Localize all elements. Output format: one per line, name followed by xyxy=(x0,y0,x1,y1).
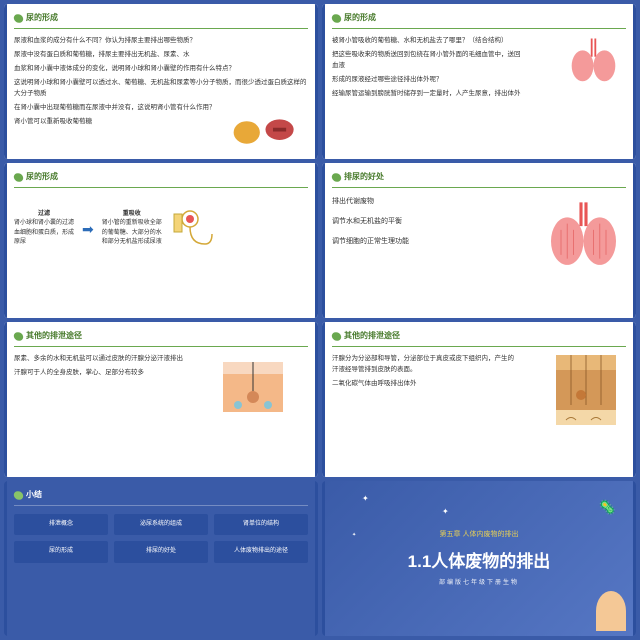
summary-box: 人体废物排出的途径 xyxy=(214,541,308,563)
skin-cross-section-icon xyxy=(551,350,621,430)
slide-title: 小结 xyxy=(26,489,42,502)
slide-4: 排尿的好处 排出代谢废物调节水和无机盐的平衡调节细胞的正常生理功能 xyxy=(322,163,636,318)
subtitle: 部编版七年级下册生物 xyxy=(439,579,519,589)
summary-box: 排尿的好处 xyxy=(114,541,208,563)
slide-title: 尿的形成 xyxy=(26,12,58,25)
slide-title: 尿的形成 xyxy=(344,12,376,25)
slide-body: 汗腺分为分泌部和导管，分泌部位于真皮或皮下组织内，产生的汗液经导管排到皮肤的表面… xyxy=(332,353,514,389)
slide-title: 尿的形成 xyxy=(26,171,58,184)
summary-box: 肾单位的结构 xyxy=(214,514,308,536)
slide-5: 其他的排泄途径 尿素、多余的水和无机盐可以通过皮肤的汗腺分泌汗液排出汗腺可于人的… xyxy=(4,322,318,477)
flow-diagram: 过滤肾小球和肾小囊的过滤血细胞和蛋白质，形成原尿 ➡ 重吸收肾小管的重新吸收全部… xyxy=(14,204,308,254)
chapter-label: 第五章 人体内废物的排出 xyxy=(440,529,519,540)
slide-2: 尿的形成 被肾小管吸收的葡萄糖、水和无机盐去了哪里？（结合结构）把这些吸收来的物… xyxy=(322,4,636,159)
slide-1: 尿的形成 尿液和血浆的成分有什么不同？你认为排尿主要排出哪些物质？尿液中没有蛋白… xyxy=(4,4,318,159)
slide-body: 尿素、多余的水和无机盐可以通过皮肤的汗腺分泌汗液排出汗腺可于人的全身皮肤，掌心、… xyxy=(14,353,190,378)
arrow-icon: ➡ xyxy=(82,218,94,240)
leaf-icon xyxy=(331,172,342,183)
lungs-icon xyxy=(566,34,621,84)
summary-box: 排泄概念 xyxy=(14,514,108,536)
bladder-icon xyxy=(228,109,303,149)
slide-3: 尿的形成 过滤肾小球和肾小囊的过滤血细胞和蛋白质，形成原尿 ➡ 重吸收肾小管的重… xyxy=(4,163,318,318)
leaf-icon xyxy=(331,331,342,342)
summary-box: 泌尿系统的组成 xyxy=(114,514,208,536)
slide-7-summary: 小结 排泄概念 泌尿系统的组成 肾单位的结构 尿的形成 排尿的好处 人体废物排出… xyxy=(4,481,318,636)
teacher-icon xyxy=(596,591,626,631)
leaf-icon xyxy=(13,13,24,24)
summary-grid: 排泄概念 泌尿系统的组成 肾单位的结构 尿的形成 排尿的好处 人体废物排出的途径 xyxy=(14,514,308,563)
leaf-icon xyxy=(13,490,24,501)
virus-icon: 🦠 xyxy=(599,496,616,518)
slide-6: 其他的排泄途径 汗腺分为分泌部和导管，分泌部位于真皮或皮下组织内，产生的汗液经导… xyxy=(322,322,636,477)
leaf-icon xyxy=(13,172,24,183)
leaf-icon xyxy=(331,13,342,24)
main-title: 1.1人体废物的排出 xyxy=(408,548,551,575)
slide-title: 其他的排泄途径 xyxy=(344,330,400,343)
benefits-list: 排出代谢废物调节水和无机盐的平衡调节细胞的正常生理功能 xyxy=(332,196,494,248)
nephron-icon xyxy=(170,204,220,254)
leaf-icon xyxy=(13,331,24,342)
lungs-icon xyxy=(546,198,621,268)
slide-title: 排尿的好处 xyxy=(344,171,384,184)
slide-title: 其他的排泄途径 xyxy=(26,330,82,343)
skin-diagram-icon xyxy=(213,357,293,417)
slide-8-title: ✦ ✦ ✦ 🦠 第五章 人体内废物的排出 1.1人体废物的排出 部编版七年级下册… xyxy=(322,481,636,636)
summary-box: 尿的形成 xyxy=(14,541,108,563)
slide-body: 被肾小管吸收的葡萄糖、水和无机盐去了哪里？（结合结构）把这些吸收来的物质送回到包… xyxy=(332,35,523,99)
